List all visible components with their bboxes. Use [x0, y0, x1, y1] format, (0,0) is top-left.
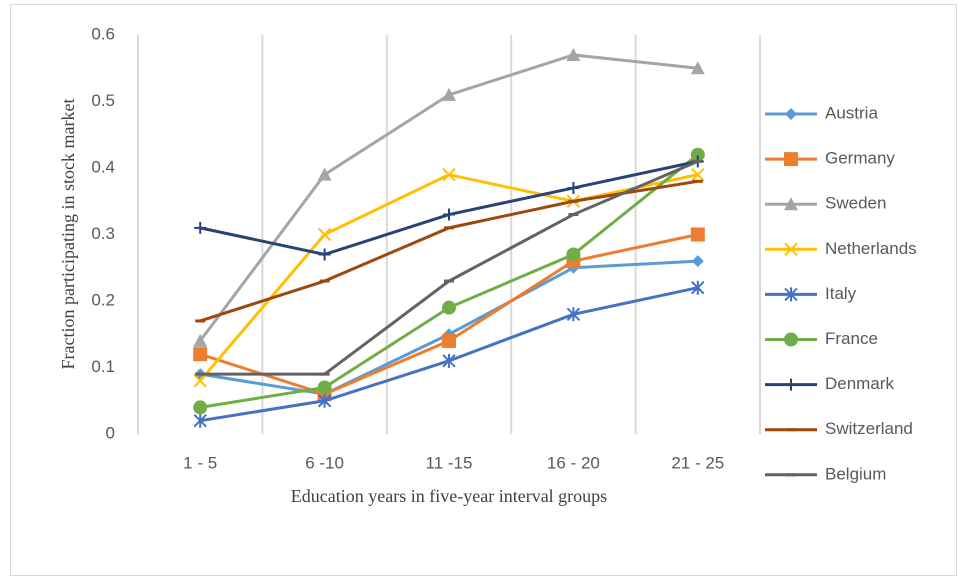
marker	[690, 147, 705, 162]
marker	[784, 287, 798, 302]
series	[195, 179, 703, 323]
legend-label: Netherlands	[825, 239, 917, 258]
y-tick-label: 0.6	[91, 24, 115, 43]
y-axis-title: Fraction participating in stock market	[58, 99, 78, 370]
marker	[566, 247, 581, 262]
y-tick-label: 0.5	[91, 91, 115, 110]
marker	[690, 61, 705, 75]
series	[195, 159, 703, 376]
marker	[443, 208, 455, 221]
marker	[194, 221, 207, 234]
marker	[784, 242, 798, 257]
marker	[442, 353, 456, 368]
marker	[785, 108, 797, 120]
marker	[193, 413, 207, 428]
marker	[317, 393, 332, 408]
marker	[567, 181, 580, 194]
marker	[442, 333, 456, 348]
chart-frame	[10, 4, 957, 576]
marker	[318, 248, 331, 261]
marker	[317, 227, 332, 242]
marker	[691, 280, 705, 295]
legend-label: Germany	[825, 149, 895, 168]
marker	[317, 380, 332, 395]
legend-label: France	[825, 329, 878, 348]
marker	[193, 374, 207, 388]
x-tick-label: 1 - 5	[183, 453, 217, 472]
legend-label: Sweden	[825, 194, 886, 213]
x-axis-title: Education years in five-year interval gr…	[291, 486, 607, 506]
x-tick-label: 16 - 20	[547, 453, 600, 472]
legend-label: Belgium	[825, 464, 886, 483]
x-tick-label: 21 - 25	[671, 453, 724, 472]
marker	[566, 47, 581, 61]
y-tick-label: 0.2	[91, 290, 115, 309]
legend-label: Switzerland	[825, 419, 913, 438]
marker	[691, 167, 705, 182]
marker	[193, 347, 208, 362]
legend-label: Austria	[825, 103, 878, 122]
series	[193, 167, 705, 388]
marker	[784, 332, 798, 347]
marker	[193, 400, 208, 415]
marker	[784, 197, 798, 211]
series	[193, 147, 705, 415]
marker	[784, 152, 798, 167]
marker	[317, 167, 332, 181]
x-tick-label: 6 -10	[305, 453, 344, 472]
series	[193, 47, 705, 347]
y-tick-label: 0.1	[91, 357, 115, 376]
marker	[442, 300, 456, 315]
marker	[691, 255, 704, 268]
legend-label: Denmark	[825, 374, 894, 393]
y-tick-label: 0	[106, 423, 115, 442]
marker	[785, 378, 797, 391]
x-tick-label: 11 -15	[426, 453, 473, 472]
y-tick-label: 0.3	[91, 224, 115, 243]
series	[193, 280, 705, 428]
marker	[442, 167, 456, 182]
marker	[690, 227, 705, 242]
marker	[442, 87, 456, 101]
marker	[566, 307, 581, 322]
legend-label: Italy	[825, 284, 857, 303]
y-tick-label: 0.4	[91, 157, 115, 176]
marker	[193, 333, 208, 347]
